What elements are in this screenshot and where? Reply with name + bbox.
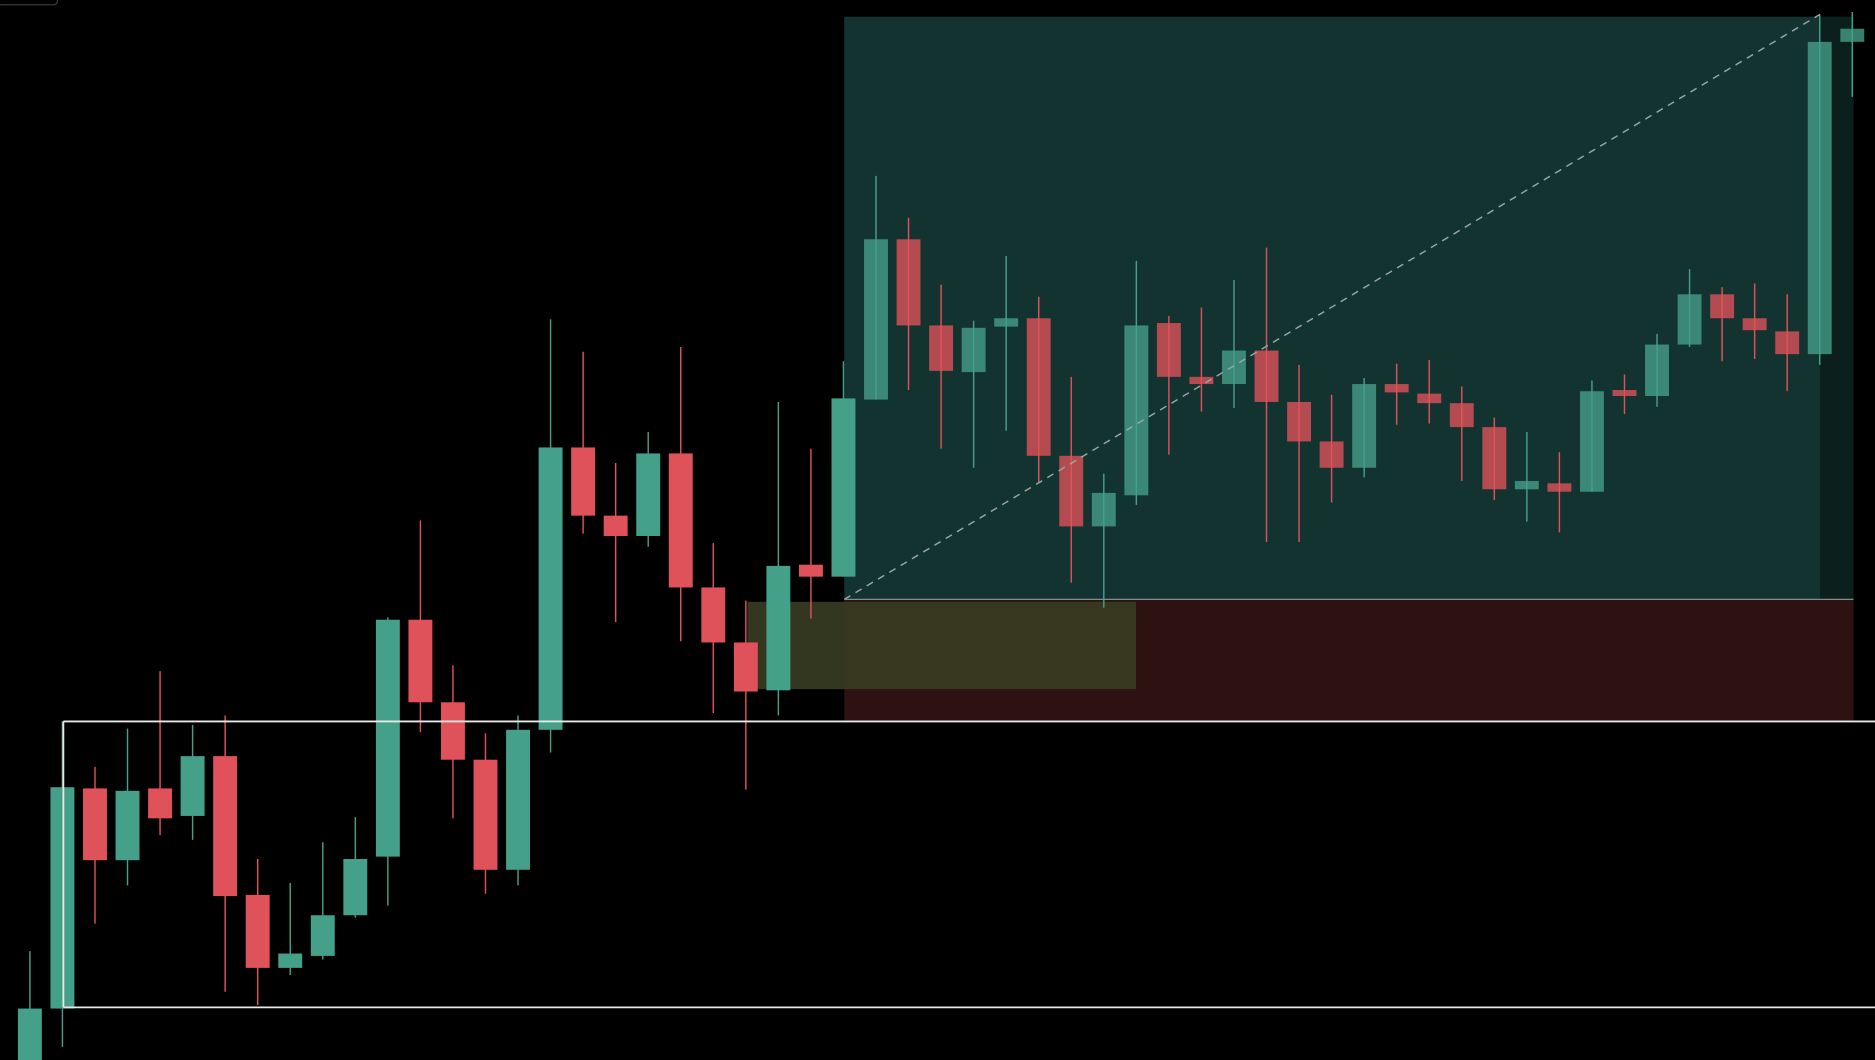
candle-body	[603, 515, 628, 536]
candles	[17, 11, 1865, 1060]
candle-body	[1840, 28, 1865, 42]
candle-body	[929, 325, 954, 371]
candle-body	[1742, 318, 1767, 331]
candle-body	[1807, 41, 1832, 355]
candle-body	[1189, 376, 1214, 385]
candle-body	[766, 565, 791, 691]
highlight-zone	[747, 601, 1137, 690]
candle-body	[1612, 390, 1637, 397]
candle-body	[1254, 350, 1279, 402]
candle-body	[343, 859, 368, 916]
candle-body	[17, 1008, 42, 1060]
candle-body	[1124, 325, 1149, 496]
candle-body	[831, 398, 856, 577]
candle-body	[1677, 294, 1702, 345]
trend-line	[843, 13, 1821, 601]
candle-body	[245, 894, 270, 968]
candle-body	[50, 787, 75, 1009]
candle-body	[473, 759, 498, 870]
candle-body	[148, 788, 173, 819]
candle-body	[1287, 401, 1312, 442]
candle-body	[1645, 344, 1669, 397]
candle-body	[1710, 294, 1735, 319]
candle-body	[408, 619, 433, 703]
candle-body	[1026, 318, 1051, 456]
candle-body	[1514, 480, 1539, 490]
toolbar-edge	[0, 0, 58, 6]
candle-body	[896, 239, 921, 326]
candle-body	[1222, 350, 1246, 385]
candle-body	[1417, 393, 1442, 404]
candle-body	[1352, 384, 1377, 468]
candle-body	[668, 453, 693, 588]
candle-body	[310, 915, 335, 956]
candle-body	[1156, 323, 1181, 377]
candle-body	[538, 447, 563, 730]
candle-body	[701, 587, 726, 643]
candle-body	[994, 318, 1019, 327]
candle-body	[1091, 492, 1116, 527]
candle-body	[571, 447, 596, 516]
candle-body	[1482, 427, 1507, 490]
candle-body	[1547, 483, 1572, 492]
candle-body	[864, 239, 888, 400]
candle-body	[733, 642, 758, 692]
candle-body	[636, 453, 661, 536]
candle-body	[1449, 403, 1474, 428]
candle-body	[375, 619, 400, 857]
candle-body	[961, 327, 986, 373]
candle-body	[440, 702, 465, 760]
candle-body	[506, 729, 530, 870]
candle-body	[1579, 391, 1604, 492]
candle-body	[180, 756, 205, 816]
candle-body	[1319, 441, 1344, 468]
candle-body	[278, 953, 303, 968]
candle-body	[798, 564, 823, 577]
profit-zone	[844, 16, 1854, 600]
candle-body	[1775, 331, 1800, 355]
candle-body	[1384, 384, 1409, 393]
candle-body	[213, 756, 238, 897]
candle-body	[83, 788, 107, 861]
candle-body	[1059, 455, 1084, 527]
candle-body	[115, 790, 140, 861]
